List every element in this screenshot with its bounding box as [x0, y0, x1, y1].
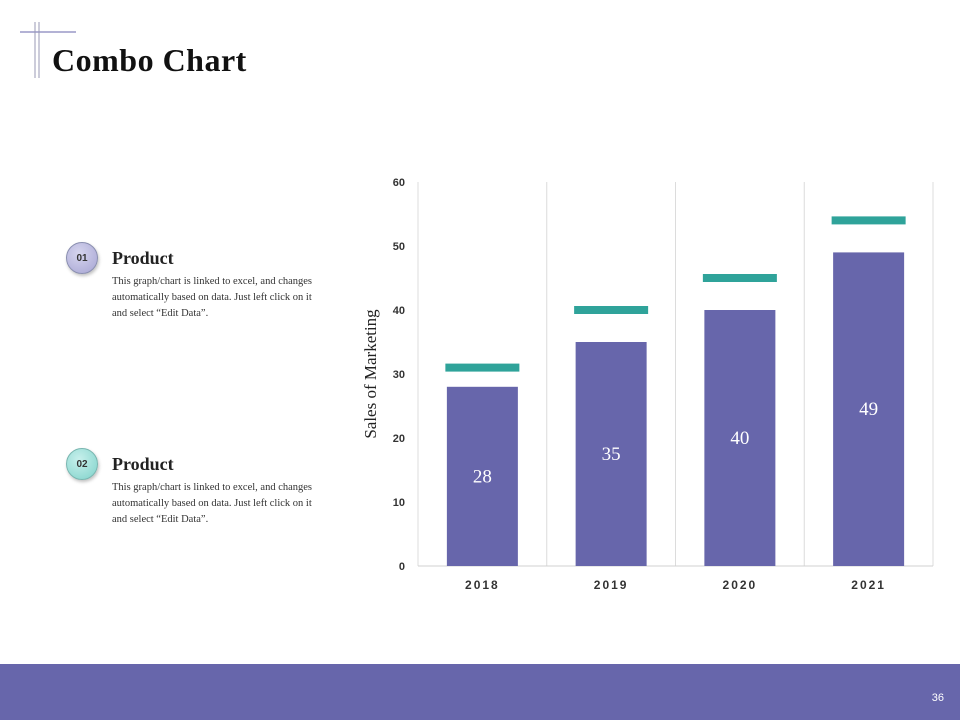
product-description-1: This graph/chart is linked to excel, and…: [112, 276, 313, 319]
y-tick-label: 20: [393, 433, 405, 445]
x-tick-label: 2019: [594, 578, 629, 592]
y-tick-label: 60: [393, 177, 405, 189]
y-tick-label: 50: [393, 241, 405, 253]
title-decoration: [20, 22, 76, 78]
bar: [575, 342, 647, 566]
x-tick-label: 2021: [851, 578, 886, 592]
line-series-marker: [445, 363, 520, 372]
bar-data-label: 28: [473, 466, 492, 487]
slide-title: Combo Chart: [52, 42, 247, 78]
y-tick-label: 10: [393, 497, 405, 509]
number-badge-02: 02: [66, 448, 98, 480]
line-series-marker: [574, 306, 649, 314]
bar-data-label: 49: [859, 399, 878, 420]
product-title-2: Product: [112, 454, 174, 474]
bar-data-label: 40: [730, 428, 749, 449]
line-series-marker: [831, 216, 906, 225]
x-tick-label: 2020: [723, 578, 758, 592]
y-tick-label: 40: [393, 305, 405, 317]
bar-data-label: 35: [602, 444, 621, 465]
line-series-marker: [702, 274, 777, 282]
product-title-1: Product: [112, 248, 174, 268]
x-tick-label: 2018: [465, 578, 500, 592]
y-tick-label: 30: [393, 369, 405, 381]
bar: [833, 252, 905, 566]
page-number: 36: [931, 692, 944, 704]
footer-bar: 36: [0, 664, 960, 720]
y-tick-label: 0: [399, 561, 405, 573]
number-badge-01: 01: [66, 242, 98, 274]
bar: [704, 310, 776, 566]
combo-chart[interactable]: 0 10 20 30 40 50 60 Sales of Marketing 28 2018 35 2…: [350, 165, 950, 605]
product-description-2: This graph/chart is linked to excel, and…: [112, 482, 313, 525]
y-axis-title: Sales of Marketing: [361, 309, 380, 439]
bar: [446, 386, 518, 566]
